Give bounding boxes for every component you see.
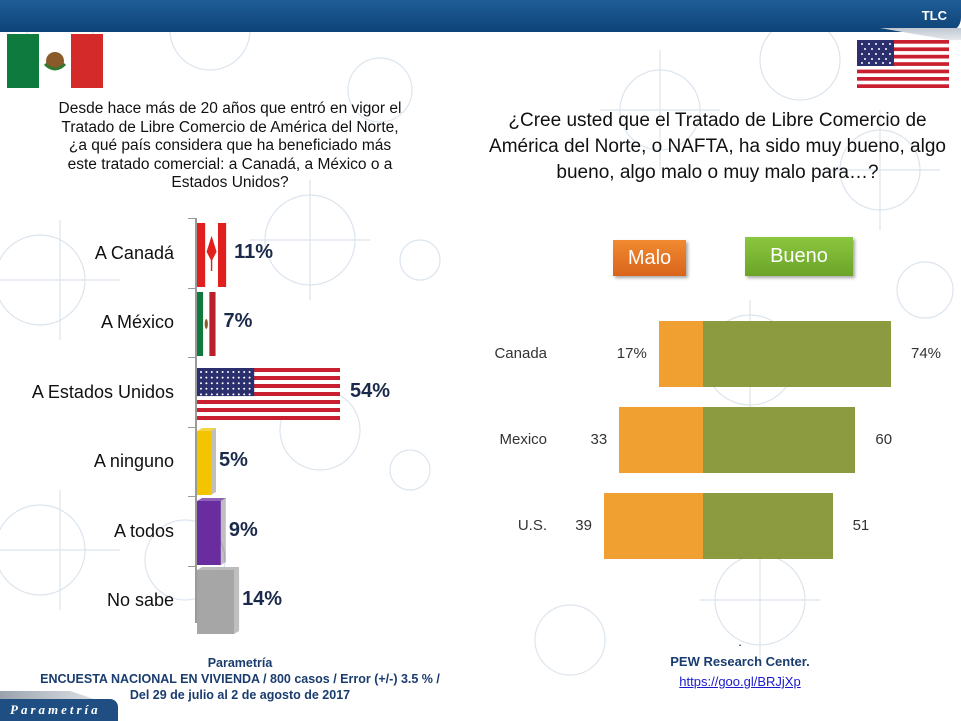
malo-bar [658, 321, 703, 387]
parametria-logo: Parametría [0, 699, 118, 721]
bueno-bar [703, 407, 856, 473]
right-footer-source: PEW Research Center. [670, 654, 810, 669]
legend-bueno-label: Bueno [770, 245, 828, 267]
header-shadow [880, 28, 961, 40]
value-label: 54% [350, 379, 391, 402]
left-question-line: Tratado de Libre Comercio de América del… [61, 118, 399, 136]
left-question-line: ¿a qué país considera que ha beneficiado… [68, 137, 392, 154]
usa-flag-icon [857, 40, 949, 88]
bar-a-canad- [197, 222, 227, 287]
axis-tick [188, 565, 196, 567]
left-footer: Parametría ENCUESTA NACIONAL EN VIVIENDA… [0, 655, 480, 703]
malo-value-label: 39 [575, 517, 592, 534]
bar-a-estados-unidos [197, 367, 340, 420]
category-label: Mexico [499, 431, 547, 448]
right-question: ¿Cree usted que el Tratado de Libre Come… [480, 108, 955, 186]
left-footer-dates: Del 29 de julio al 2 de agosto de 2017 [129, 688, 351, 702]
axis-tick [188, 426, 196, 428]
category-label: A Estados Unidos [31, 381, 174, 402]
bar-a-m-xico [197, 292, 216, 357]
bueno-bar [703, 493, 833, 559]
left-question: Desde hace más de 20 años que entró en v… [20, 100, 440, 193]
category-label: U.S. [517, 517, 547, 534]
bueno-value-label: 60 [875, 431, 893, 448]
bueno-bar [703, 321, 891, 387]
bar-no-sabe [197, 567, 240, 635]
malo-bar [603, 493, 703, 559]
legend-bueno: Bueno [745, 237, 853, 276]
value-label: 5% [219, 449, 248, 472]
axis-tick [188, 357, 196, 358]
source-link[interactable]: https://goo.gl/BRJjXp [679, 674, 801, 689]
left-footer-survey: ENCUESTA NACIONAL EN VIVIENDA / 800 caso… [40, 672, 440, 686]
left-chart-axis [195, 218, 197, 623]
bueno-value-label: 51 [852, 517, 870, 534]
category-label: Canada [494, 345, 547, 362]
axis-tick [188, 496, 196, 497]
left-question-line: este tratado comercial: a Canadá, a Méxi… [67, 155, 393, 173]
legend-malo-label: Malo [627, 247, 672, 269]
category-label: A todos [113, 520, 174, 541]
category-label: A ninguno [93, 451, 174, 472]
header-bar: TLC [0, 0, 961, 32]
header-title: TLC [921, 8, 947, 23]
right-footer-dot: . [738, 634, 742, 649]
malo-value-label: 33 [590, 431, 608, 448]
category-label: A Canadá [94, 242, 174, 263]
right-question-line: ¿Cree usted que el Tratado de Libre Come… [508, 110, 927, 131]
right-footer: . PEW Research Center. https://goo.gl/BR… [600, 632, 880, 692]
right-question-line: América del Norte, o NAFTA, ha sido muy … [489, 136, 946, 157]
malo-value-label: 17% [616, 345, 647, 362]
left-question-line: Desde hace más de 20 años que entró en v… [58, 100, 402, 117]
mexico-flag-icon [7, 34, 103, 88]
value-label: 7% [223, 310, 253, 333]
bar-a-ninguno [197, 428, 216, 496]
right-question-line: bueno, algo malo o muy malo para…? [556, 162, 879, 183]
bar-a-todos [197, 497, 226, 565]
bueno-value-label: 74% [911, 345, 942, 362]
brand-shadow [0, 691, 100, 701]
axis-tick [188, 287, 196, 289]
left-footer-source: Parametría [207, 656, 273, 670]
value-label: 9% [228, 518, 258, 541]
left-question-line: Estados Unidos? [171, 174, 289, 191]
malo-bar [619, 407, 703, 473]
value-label: 11% [234, 240, 274, 263]
value-label: 14% [242, 588, 283, 611]
legend-malo: Malo [613, 240, 686, 276]
axis-tick [188, 218, 196, 219]
category-label: No sabe [106, 590, 174, 611]
category-label: A México [100, 312, 174, 333]
